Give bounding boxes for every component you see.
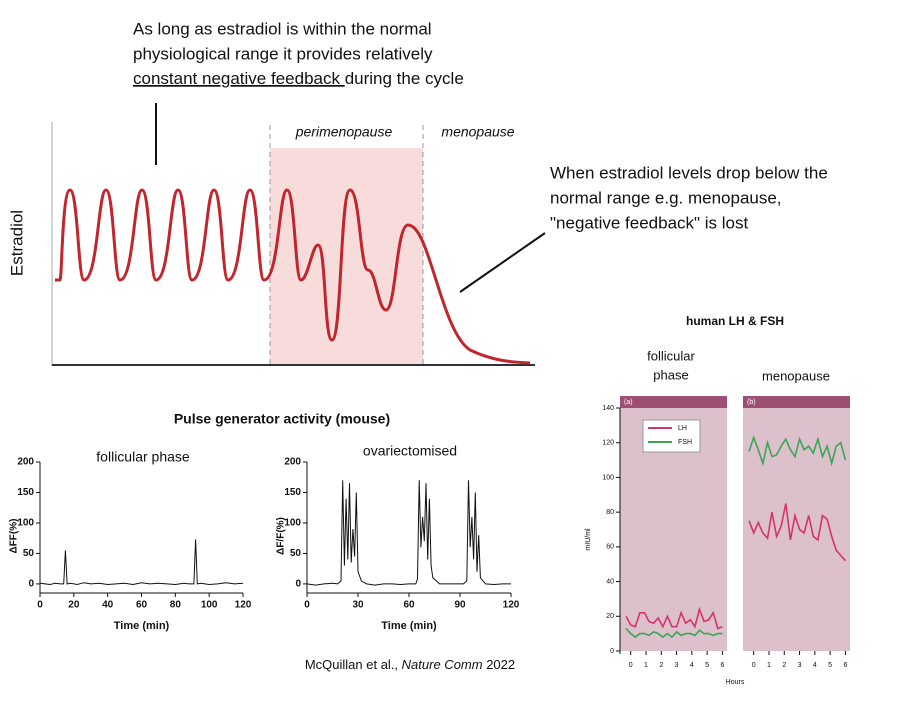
y-tick-label: 200 [284,457,301,468]
panel-title: phase [653,367,688,382]
y-tick-label: 120 [602,440,614,447]
x-tick-label: 30 [352,600,364,611]
y-tick-label: 100 [284,518,301,529]
y-tick-label: 50 [290,548,302,559]
phase-label: menopause [441,124,514,140]
line-series [748,503,846,562]
x-tick-label: 0 [752,662,756,669]
y-tick-label: 50 [23,548,35,559]
chart-subtitle: follicular phase [96,449,190,465]
panel-header [743,396,850,408]
note-line: When estradiol levels drop below the [550,163,828,182]
y-tick-label: 100 [602,474,614,481]
note-rest: during the cycle [345,69,464,88]
note-underlined: constant negative feedback [133,69,345,88]
panel-bg [743,408,850,651]
x-tick-label: 0 [37,600,43,611]
y-axis-label: ΔFF(%) [9,519,20,554]
x-tick-label: 4 [813,662,817,669]
line-series [39,539,244,586]
citation-journal: Nature Comm [402,657,483,672]
legend-label: FSH [678,439,692,446]
x-tick-label: 2 [782,662,786,669]
y-axis-label: mIU/ml [585,528,592,551]
perimenopause-band [270,148,423,365]
note-line: constant negative feedback during the cy… [133,69,464,88]
chart-subtitle: ovariectomised [363,443,457,459]
x-tick-label: 20 [68,600,80,611]
x-tick-label: 5 [828,662,832,669]
x-tick-label: 80 [170,600,182,611]
panel-header [620,396,727,408]
y-tick-label: 150 [17,487,34,498]
x-tick-label: 1 [644,662,648,669]
x-tick-label: 4 [690,662,694,669]
x-tick-label: 0 [629,662,633,669]
line-series [625,627,723,639]
x-tick-label: 120 [235,600,252,611]
y-tick-label: 100 [17,518,34,529]
note-line: physiological range it provides relative… [133,44,433,63]
x-axis-label: Time (min) [114,620,170,632]
note-line: normal range e.g. menopause, [550,188,782,207]
x-tick-label: 3 [675,662,679,669]
line-series [625,606,723,630]
phase-label: perimenopause [295,124,393,140]
panel-title: menopause [762,368,830,383]
citation: McQuillan et al., Nature Comm 2022 [305,657,515,672]
y-tick-label: 0 [295,579,301,590]
pointer [459,232,546,293]
x-tick-label: 60 [136,600,148,611]
y-tick-label: 20 [606,613,614,620]
y-tick-label: 0 [610,648,614,655]
section-title: Pulse generator activity (mouse) [174,411,390,427]
x-tick-label: 1 [767,662,771,669]
x-tick-label: 5 [705,662,709,669]
legend-box [642,419,701,453]
line-series [748,435,847,467]
y-tick-label: 80 [606,509,614,516]
x-tick-label: 6 [720,662,724,669]
y-tick-label: 150 [284,487,301,498]
x-tick-label: 3 [798,662,802,669]
panel-label: (a) [624,399,633,406]
y-axis-label: Estradiol [7,210,26,276]
x-tick-label: 2 [659,662,663,669]
y-axis-label: ΔF/F(%) [276,517,287,555]
x-tick-label: 60 [403,600,415,611]
y-tick-label: 0 [28,579,34,590]
y-tick-label: 200 [17,457,34,468]
x-tick-label: 6 [843,662,847,669]
y-tick-label: 60 [606,544,614,551]
line-series [306,480,511,586]
x-tick-label: 40 [102,600,114,611]
x-axis-label: Hours [726,679,745,686]
note-line: "negative feedback" is lost [550,213,749,232]
x-tick-label: 90 [454,600,466,611]
y-tick-label: 40 [606,578,614,585]
panel-label: (b) [747,399,756,406]
y-tick-label: 140 [602,405,614,412]
section-title: human LH & FSH [686,314,784,328]
x-tick-label: 100 [201,600,218,611]
legend-label: LH [678,425,687,432]
x-tick-label: 120 [503,600,520,611]
x-axis-label: Time (min) [381,620,437,632]
panel-title: follicular [647,348,695,363]
estradiol-curve [55,188,531,365]
citation-year: 2022 [483,657,516,672]
citation-authors: McQuillan et al., [305,657,402,672]
x-tick-label: 0 [304,600,310,611]
note-line: As long as estradiol is within the norma… [133,19,432,38]
